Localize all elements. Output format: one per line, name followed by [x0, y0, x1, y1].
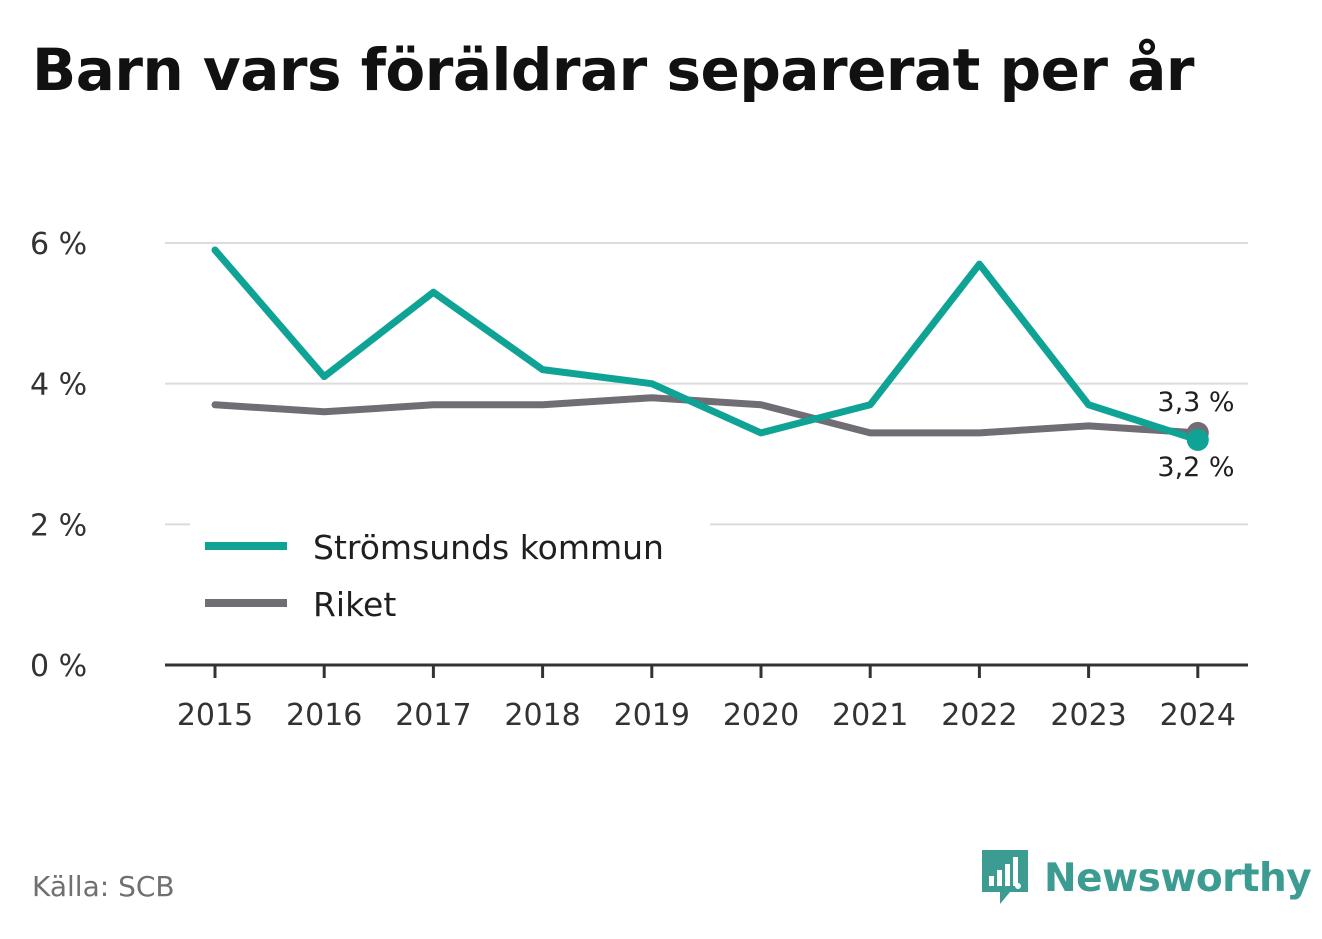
legend-background [190, 522, 710, 632]
bar-chart-bubble-icon [982, 850, 1028, 904]
brand-name: Newsworthy [1044, 855, 1312, 901]
legend-label-kommun: Strömsunds kommun [313, 528, 664, 567]
series-line-kommun [211, 246, 1202, 444]
x-axis: 2015 2016 2017 2018 2019 2020 2021 2022 2023 2024 [165, 663, 1248, 733]
x-tick-label: 2018 [504, 698, 580, 733]
x-tick-label: 2015 [177, 698, 253, 733]
y-axis-ticks: 0 % 2 % 4 % 6 % [30, 227, 87, 684]
x-tick-label: 2023 [1050, 698, 1126, 733]
chart-title: Barn vars föräldrar separerat per år [32, 36, 1194, 104]
x-tick-label: 2021 [832, 698, 908, 733]
series-line-riket [211, 394, 1202, 437]
x-tick-label: 2020 [723, 698, 799, 733]
grid-lines [165, 242, 1248, 526]
legend-label-riket: Riket [313, 585, 396, 624]
y-tick-label: 4 % [30, 368, 87, 403]
x-tick-label: 2017 [395, 698, 471, 733]
legend: Strömsunds kommun Riket [205, 528, 664, 624]
end-point-kommun [1186, 428, 1209, 451]
x-tick-label: 2019 [614, 698, 690, 733]
x-tick-label: 2022 [941, 698, 1017, 733]
end-label-kommun: 3,2 % [1157, 452, 1234, 483]
brand-logo: Newsworthy [980, 848, 1312, 908]
x-tick-label: 2016 [286, 698, 362, 733]
x-tick-label: 2024 [1160, 698, 1236, 733]
y-tick-label: 6 % [30, 227, 87, 262]
series-lines [211, 246, 1209, 451]
y-tick-label: 2 % [30, 508, 87, 543]
y-tick-label: 0 % [30, 649, 87, 684]
source-note: Källa: SCB [32, 870, 175, 903]
end-label-riket: 3,3 % [1157, 387, 1234, 418]
